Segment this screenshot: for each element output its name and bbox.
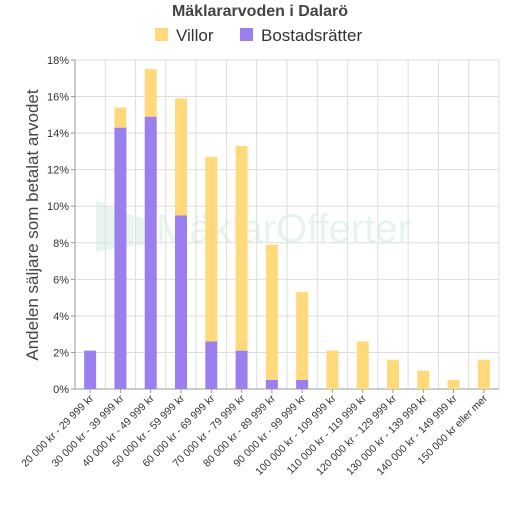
- bar-segment-villor: [326, 350, 339, 389]
- bar-segment-villor: [387, 359, 399, 389]
- y-tick-label: 2%: [53, 347, 69, 359]
- bar-segment-villor: [417, 370, 430, 389]
- y-tick-label: 0%: [53, 384, 69, 396]
- y-tick-label: 10%: [47, 201, 69, 213]
- legend-swatch: [240, 28, 253, 41]
- bar-segment-villor: [114, 107, 127, 128]
- bars: [84, 69, 490, 390]
- bar-segment-villor: [356, 341, 369, 389]
- legend-label: Villor: [176, 26, 214, 45]
- y-tick-label: 8%: [53, 238, 69, 250]
- y-axis-ticks: 0% 2% 4% 6% 8% 10% 12% 14% 16% 18%: [47, 55, 75, 396]
- bar-segment-bostadsrtter: [144, 116, 157, 390]
- bar-segment-bostadsrtter: [175, 215, 187, 389]
- y-tick-label: 6%: [53, 274, 69, 286]
- bar-segment-villor: [175, 98, 187, 216]
- watermark-text: MäklarOfferter: [156, 207, 411, 251]
- bar-segment-villor: [477, 359, 490, 389]
- bar-segment-villor: [265, 244, 278, 380]
- bar-segment-bostadsrtter: [84, 350, 97, 389]
- watermark: MäklarOfferter: [96, 200, 411, 252]
- y-tick-label: 4%: [53, 311, 69, 323]
- y-tick-label: 18%: [47, 55, 69, 67]
- y-tick-label: 12%: [47, 165, 69, 177]
- bar-segment-villor: [144, 69, 157, 117]
- bar-segment-villor: [447, 379, 460, 389]
- legend: Villor Bostadsrätter: [155, 26, 362, 45]
- y-tick-label: 16%: [47, 92, 69, 104]
- bar-segment-bostadsrtter: [235, 350, 248, 389]
- bar-segment-bostadsrtter: [296, 379, 309, 389]
- chart-title: Mäklararvoden i Dalarö: [172, 3, 348, 20]
- y-axis-title: Andelen säljare som betalat arvodet: [23, 89, 42, 360]
- bar-segment-villor: [205, 156, 218, 342]
- legend-label: Bostadsrätter: [261, 26, 362, 45]
- bar-segment-villor: [296, 292, 309, 380]
- bar-segment-bostadsrtter: [205, 341, 218, 389]
- bar-segment-bostadsrtter: [265, 379, 278, 389]
- bar-segment-bostadsrtter: [114, 127, 127, 389]
- y-tick-label: 14%: [47, 128, 69, 140]
- bar-segment-villor: [235, 145, 248, 351]
- legend-swatch: [155, 28, 168, 41]
